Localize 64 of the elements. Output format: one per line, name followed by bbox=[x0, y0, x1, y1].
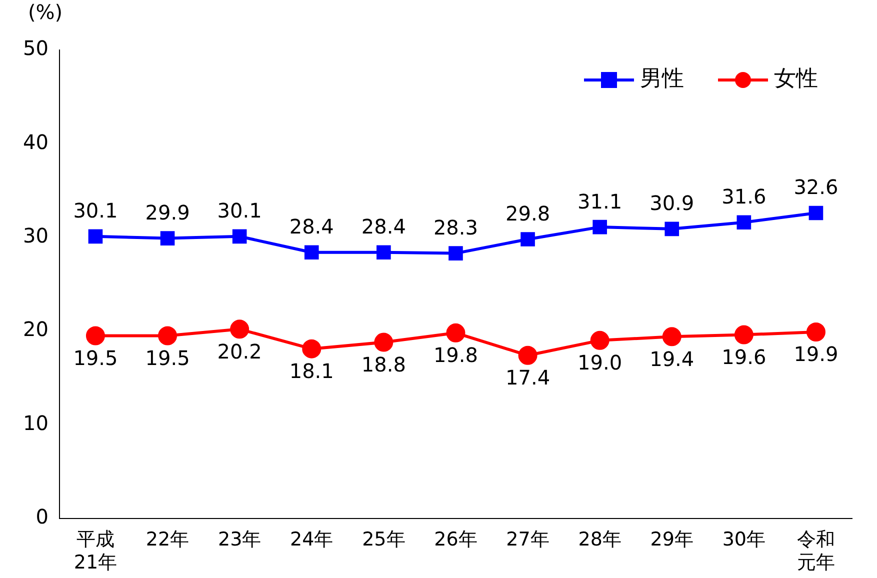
point bbox=[518, 346, 538, 365]
data-label: 28.4 bbox=[289, 214, 334, 239]
data-label: 19.5 bbox=[73, 346, 118, 370]
y-tick-label: 30 bbox=[22, 224, 48, 248]
point bbox=[160, 231, 175, 246]
data-label: 30.9 bbox=[650, 191, 694, 216]
data-label: 29.8 bbox=[506, 201, 550, 226]
y-tick-label: 50 bbox=[22, 36, 48, 60]
legend-label: 女性 bbox=[774, 66, 818, 92]
point bbox=[520, 232, 535, 246]
x-tick-label: 30年 bbox=[722, 528, 766, 551]
data-label: 19.8 bbox=[433, 343, 478, 368]
point bbox=[88, 229, 103, 244]
x-tick-label: 26年 bbox=[434, 528, 478, 551]
x-tick-label: 27年 bbox=[506, 528, 550, 551]
point bbox=[448, 246, 463, 260]
data-label: 28.3 bbox=[433, 215, 478, 240]
point bbox=[662, 327, 682, 346]
point bbox=[446, 323, 466, 342]
data-label: 31.6 bbox=[722, 184, 766, 209]
point bbox=[808, 206, 824, 220]
point bbox=[806, 322, 826, 342]
point bbox=[592, 220, 607, 234]
data-label: 20.2 bbox=[217, 339, 262, 364]
data-label: 19.0 bbox=[578, 350, 622, 375]
x-tick-label: 25年 bbox=[362, 528, 406, 551]
x-tick-label: 23年 bbox=[218, 528, 262, 551]
legend-label: 男性 bbox=[640, 66, 684, 92]
x-tick-label: 令和元年 bbox=[796, 528, 835, 574]
data-label: 30.1 bbox=[217, 198, 262, 223]
x-tick-label: 平成21年 bbox=[74, 528, 118, 574]
data-label: 19.4 bbox=[650, 346, 694, 371]
point bbox=[664, 222, 680, 236]
point bbox=[158, 326, 178, 346]
point bbox=[734, 325, 754, 344]
data-label: 28.4 bbox=[361, 214, 406, 239]
point bbox=[230, 320, 250, 339]
point bbox=[736, 215, 752, 230]
point bbox=[86, 326, 105, 346]
data-label: 19.9 bbox=[794, 342, 838, 366]
data-label: 17.4 bbox=[506, 366, 550, 390]
point bbox=[376, 245, 391, 260]
point bbox=[232, 229, 247, 244]
y-tick-label: 40 bbox=[22, 130, 48, 154]
y-tick-label: 10 bbox=[22, 410, 48, 435]
data-label: 19.6 bbox=[722, 344, 766, 369]
point bbox=[304, 245, 319, 260]
x-tick-label: 28年 bbox=[578, 528, 622, 551]
y-axis-title: (%) bbox=[28, 0, 63, 24]
x-tick-label: 24年 bbox=[290, 528, 334, 551]
data-label: 19.5 bbox=[145, 346, 190, 370]
y-tick-label: 0 bbox=[36, 504, 48, 529]
data-label: 30.1 bbox=[73, 198, 118, 223]
x-tick-label: 22年 bbox=[146, 528, 190, 551]
data-label: 18.8 bbox=[361, 352, 406, 376]
point bbox=[302, 339, 322, 358]
data-label: 18.1 bbox=[289, 359, 334, 384]
data-label: 31.1 bbox=[578, 189, 622, 214]
point bbox=[590, 330, 610, 350]
point bbox=[374, 332, 394, 352]
data-label: 29.9 bbox=[145, 200, 190, 224]
y-tick-label: 20 bbox=[22, 317, 48, 342]
x-tick-label: 29年 bbox=[650, 528, 694, 551]
data-label: 32.6 bbox=[794, 175, 838, 200]
